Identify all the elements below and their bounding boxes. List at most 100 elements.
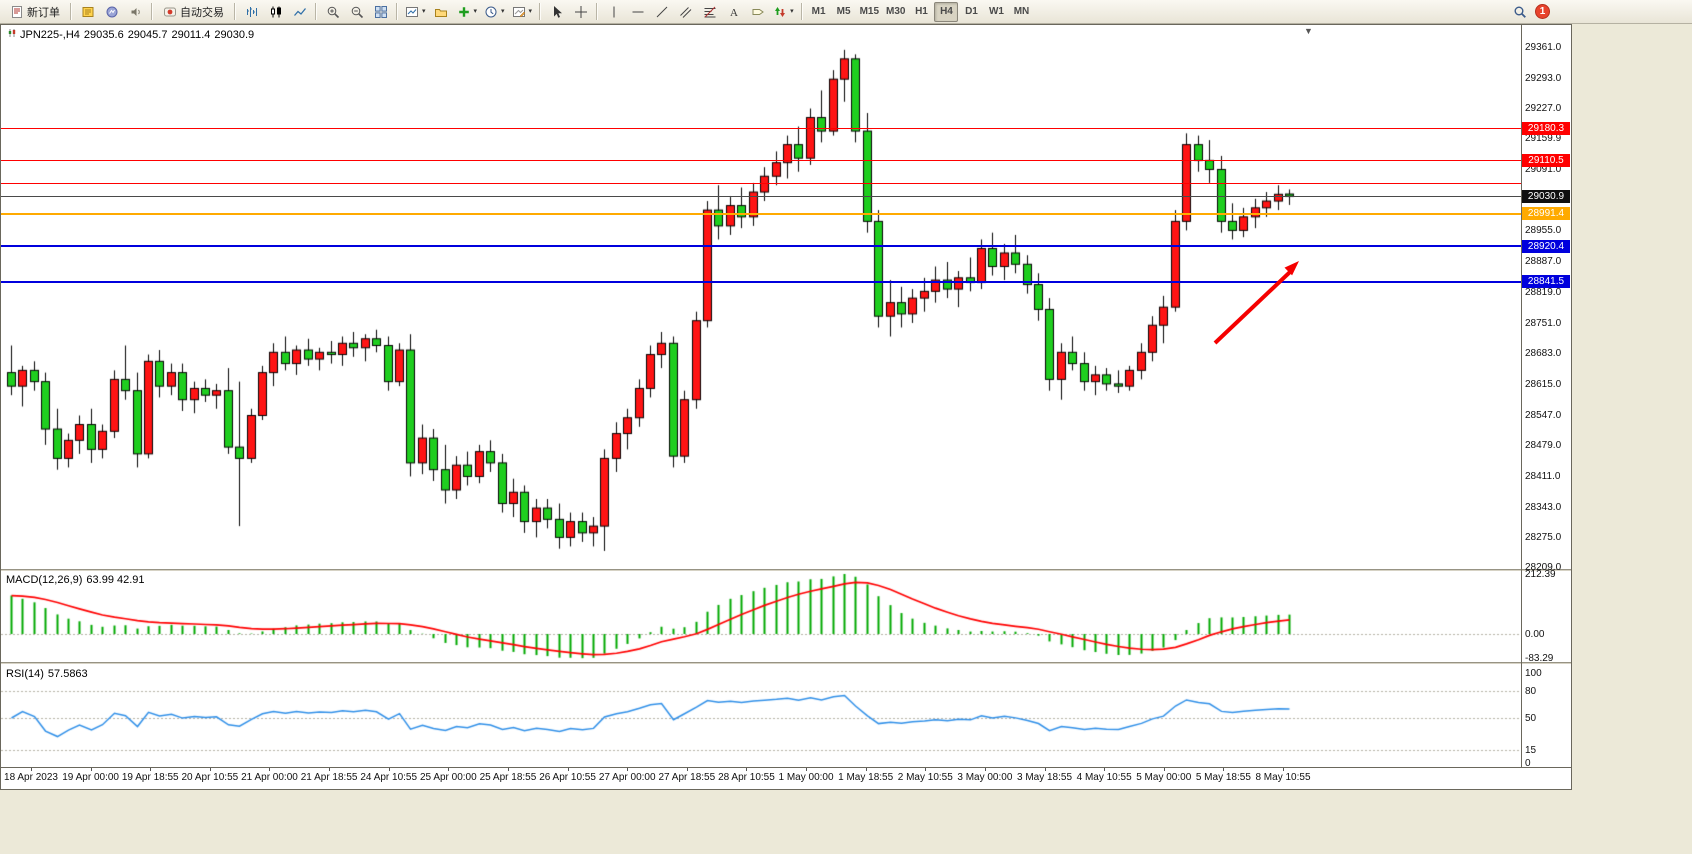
bar-chart-button[interactable] [240,2,263,22]
new-order-icon [10,5,24,19]
price-chart-canvas[interactable] [1,25,1521,569]
chart-high-value: 29045.7 [127,28,168,41]
zoom-in-button[interactable] [321,2,344,22]
time-axis-tick [865,768,867,771]
zoom-out-button[interactable] [345,2,368,22]
profiles-button[interactable] [430,2,453,22]
horizontal-line-tool-button[interactable] [626,2,649,22]
templates-button[interactable]: ▾ [509,2,536,22]
pane-splitter[interactable] [1,662,1571,665]
rsi-axis-label: 15 [1525,744,1537,756]
price-badge-28841.5: 28841.5 [1522,275,1570,289]
time-axis-tick [746,768,748,771]
toolbar-separator [539,3,542,20]
sound-button[interactable] [124,2,147,22]
tile-windows-button[interactable] [369,2,392,22]
timeframe-button-d1[interactable]: D1 [965,6,978,17]
market-icon [105,5,119,19]
periods-button[interactable]: ▾ [481,2,508,22]
fibonacci-tool-button[interactable] [698,2,721,22]
toolbar-right-tools: 1 [1508,2,1550,22]
svg-text:A: A [730,7,738,19]
trendline-tool-button[interactable] [650,2,673,22]
metaeditor-button[interactable] [76,2,99,22]
toolbar-separator [396,3,398,20]
line-chart-button[interactable] [288,2,311,22]
toolbar-separator [151,3,153,20]
rsi-axis-label: 100 [1525,668,1542,679]
time-axis-tick [269,768,271,771]
new-chart-icon [405,5,419,19]
macd-axis-label: 212.39 [1525,569,1556,580]
candlestick-chart-button[interactable] [264,2,287,22]
timeframe-button-h4[interactable]: H4 [934,1,959,22]
new-order-label: 新订单 [27,6,60,19]
price-axis-tick: 28615.0 [1525,378,1562,390]
timeframe-button-h1[interactable]: H1 [915,6,928,17]
periods-clock-icon [484,5,498,19]
indicators-button[interactable]: ▾ [454,2,481,22]
cursor-tool-button[interactable] [545,2,568,22]
timeframe-button-m5[interactable]: M5 [836,6,851,17]
arrows-tool-button[interactable]: ▾ [770,2,797,22]
vertical-line-tool-button[interactable] [602,2,625,22]
timeframe-button-w1[interactable]: W1 [988,6,1004,17]
horizontal-line-29180.3[interactable] [1,128,1521,130]
pane-splitter[interactable] [1,569,1571,572]
chart-shift-marker[interactable]: ▼ [1304,26,1313,36]
time-axis-tick [388,768,390,771]
time-axis-tick [1104,768,1106,771]
timeframe-button-m30[interactable]: M30 [886,6,906,17]
text-tool-button[interactable]: A [722,2,745,22]
rsi-axis-label: 50 [1525,713,1537,724]
time-axis-tick [1044,768,1046,771]
horizontal-line-28920.4[interactable] [1,245,1521,248]
horizontal-line-29060[interactable] [1,182,1521,184]
dropdown-caret-icon: ▾ [790,8,794,15]
time-axis-label: 1 May 00:00 [778,772,834,783]
new-order-button[interactable]: 新订单 [4,2,66,22]
time-axis-tick [209,768,211,771]
horizontal-line-29110.5[interactable] [1,159,1521,161]
price-axis-tick: 29227.0 [1525,102,1562,114]
macd-indicator-canvas[interactable] [1,572,1521,662]
macd-values: 63.99 42.91 [86,574,145,586]
zoom-out-icon [350,5,364,19]
time-axis-tick [329,768,331,771]
time-axis-label: 24 Apr 10:55 [360,772,418,783]
tile-windows-icon [374,5,388,19]
dropdown-caret-icon: ▾ [501,8,505,15]
time-axis-label: 5 May 00:00 [1136,772,1192,783]
crosshair-icon [574,5,588,19]
time-axis[interactable]: 18 Apr 2023 19 Apr 00:00 19 Apr 18:55 20 Ap… [1,768,1571,789]
price-axis-tick: 28275.0 [1525,532,1562,544]
bar-chart-icon [245,5,259,19]
dropdown-caret-icon: ▾ [473,8,478,15]
time-axis-label: 28 Apr 10:55 [718,772,775,783]
horizontal-line-28991.4[interactable] [1,212,1521,215]
chart-symbol-period: JPN225-,H4 [20,28,80,41]
crosshair-tool-button[interactable] [569,2,592,22]
timeframe-button-mn[interactable]: MN [1013,6,1030,17]
time-axis-tick [686,768,688,771]
notification-badge[interactable]: 1 [1535,4,1550,19]
channel-tool-button[interactable] [674,2,697,22]
autotrading-icon [163,5,177,19]
rsi-indicator-canvas[interactable] [1,665,1521,767]
time-axis-tick [90,768,92,771]
price-axis[interactable]: 29361.029293.029227.029159.929091.029023… [1522,25,1571,769]
timeframe-button-m1[interactable]: M1 [811,6,826,17]
timeframe-button-m15[interactable]: M15 [859,6,880,17]
search-button[interactable] [1508,2,1531,22]
new-chart-button[interactable]: ▾ [402,2,429,22]
label-tool-button[interactable] [746,2,769,22]
autotrading-button[interactable]: 自动交易 [157,2,230,22]
text-tool-icon: A [727,5,741,19]
market-button[interactable] [100,2,123,22]
time-axis-tick [925,768,927,771]
chart-ohlc-label: JPN225-,H4 29035.6 29045.7 29011.4 29030… [7,28,258,41]
horizontal-line-28841.5[interactable] [1,280,1521,283]
toolbar: 新订单 自动交易 ▾ ▾ ▾ ▾ A ▾ M1 M5 M15 M30 H1 H4 D1 W1 M… [0,0,1692,24]
time-axis-tick [1283,768,1284,771]
